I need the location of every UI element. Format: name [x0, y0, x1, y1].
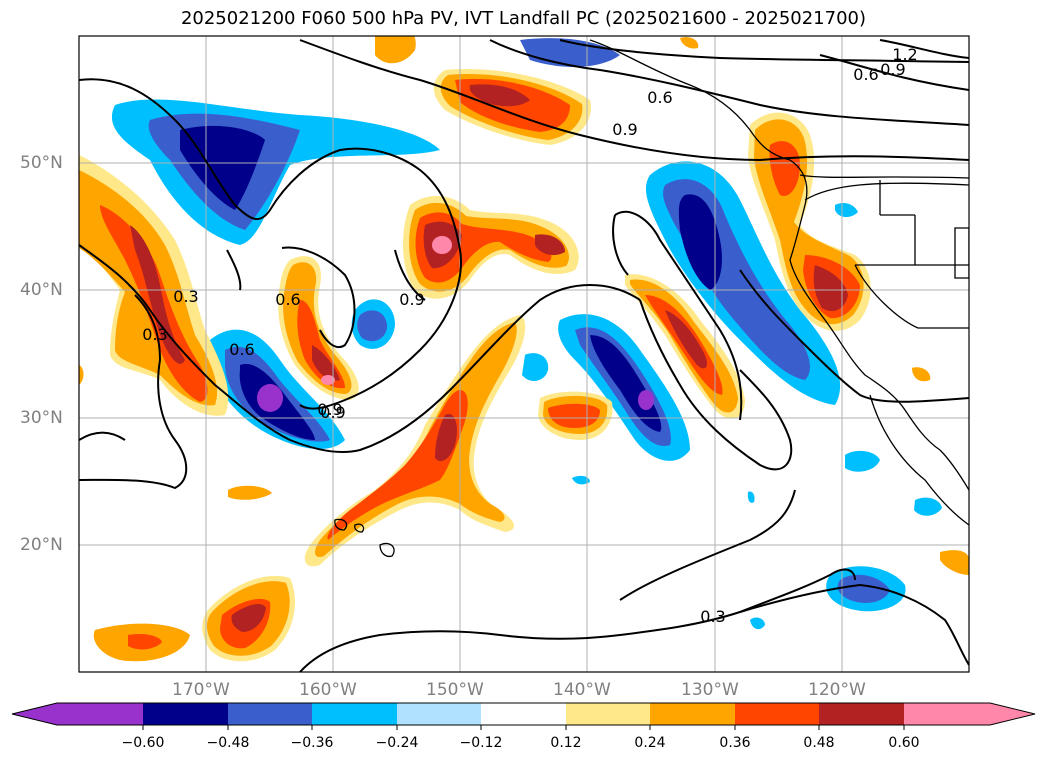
colorbar-high-extend — [990, 703, 1035, 725]
lon-label: 150°W — [426, 680, 484, 700]
colorbar-tick-label: 0.60 — [888, 735, 920, 751]
colorbar — [11, 702, 1036, 730]
lon-label: 120°W — [808, 680, 866, 700]
coastlines — [334, 39, 969, 558]
lon-label: 160°W — [299, 680, 357, 700]
lat-label: 40°N — [20, 280, 63, 300]
lat-label: 20°N — [20, 535, 63, 555]
positive-anomaly-shading — [79, 36, 969, 662]
colorbar-tick-label: −0.12 — [459, 735, 503, 751]
pc-contours — [79, 39, 969, 672]
colorbar-low-extend — [12, 703, 57, 725]
contour-label: 0.9 — [317, 400, 342, 419]
contour-label: 0.6 — [275, 290, 300, 309]
colorbar-tick-label: 0.12 — [550, 735, 582, 751]
contour-label: 0.3 — [700, 607, 725, 626]
contour-label: 0.6 — [647, 88, 672, 107]
contour-label-group: 1.2 0.9 0.6 0.6 0.9 0.9 0.9 0.6 0.3 0.3 … — [142, 45, 917, 626]
colorbar-tick-label: −0.24 — [375, 735, 419, 751]
negative-anomaly-shading — [111, 38, 942, 630]
plot-frame — [78, 35, 970, 673]
lat-label: 50°N — [20, 153, 63, 173]
lon-label: 140°W — [553, 680, 611, 700]
colorbar-tick-label: 0.36 — [719, 735, 751, 751]
colorbar-tick-label: −0.36 — [290, 735, 334, 751]
colorbar-tick-label: −0.60 — [121, 735, 165, 751]
colorbar-tick-label: −0.48 — [206, 735, 250, 751]
contour-label: 0.6 — [229, 340, 254, 359]
contour-label: 0.3 — [173, 287, 198, 306]
lat-label: 30°N — [20, 408, 63, 428]
colorbar-tick-label: 0.24 — [634, 735, 666, 751]
contour-label: 0.6 — [853, 65, 878, 84]
contour-label: 0.9 — [399, 290, 424, 309]
lon-label: 170°W — [172, 680, 230, 700]
lon-label: 130°W — [681, 680, 739, 700]
colorbar-tick-label: 0.48 — [803, 735, 835, 751]
contour-label: 1.2 — [892, 45, 917, 64]
contour-label: 0.3 — [142, 325, 167, 344]
contour-label: 0.9 — [612, 120, 637, 139]
map-title: 2025021200 F060 500 hPa PV, IVT Landfall… — [180, 8, 867, 29]
map-plot-area: 1.2 0.9 0.6 0.6 0.9 0.9 0.9 0.6 0.3 0.3 … — [79, 36, 969, 672]
contour-label: 0.9 — [880, 60, 905, 79]
gridlines — [79, 36, 969, 672]
contour-label: 0.9 — [320, 403, 345, 422]
